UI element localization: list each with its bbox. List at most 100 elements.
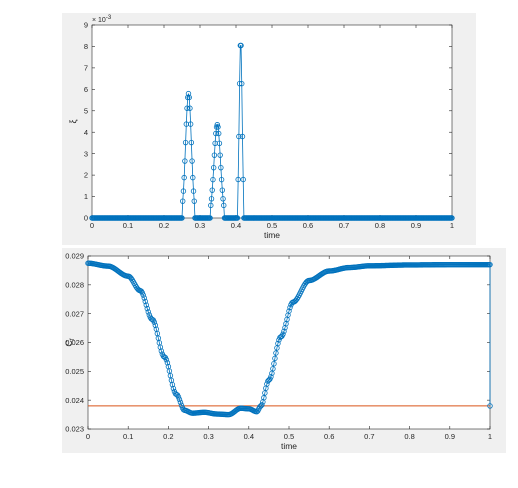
plot-area [91,24,453,219]
y-tick-label: 0.028 [65,280,84,289]
cf-data-point [151,319,158,325]
xi-data-point [210,176,216,183]
xi-data-point [187,105,193,111]
y-tick-label: 2 [84,171,88,180]
x-tick-label: 0 [90,221,94,230]
cf-data-point [176,396,183,403]
xi-figure: 0 0.1 0.2 0.3 0.4 0.5 0.6 0.7 0.8 0.9 1 0 1 2 3 4 5 6 7 8 9 t… [62,13,476,245]
x-tick-label: 0.1 [123,432,133,441]
y-tick-label: 3 [84,149,88,158]
x-tick-label: 0.4 [231,221,241,230]
xi-data-point [191,198,197,204]
cf-data-point [287,304,293,311]
cf-data-point [145,309,151,315]
xi-data-point [182,139,189,146]
xi-data-point [189,158,195,164]
cf-plot: 0 0.1 0.2 0.3 0.4 0.5 0.6 0.7 0.8 0.9 1 0.023 0.024 0… [64,252,493,451]
xi-data-point [186,94,192,101]
x-tick-label: 0.3 [203,432,213,441]
xi-data-point [190,174,196,181]
xi-data-point [239,133,246,140]
x-tick-label: 0.8 [375,221,385,230]
cf-data-point [272,355,278,362]
xi-data-point [179,215,185,221]
xi-data-point [209,187,215,193]
y-tick-label: 0.027 [65,309,84,318]
x-tick-label: 0.9 [445,432,455,441]
y-tick-label: 6 [84,85,88,94]
xi-data-point [181,174,187,181]
x-tick-label: 0.1 [123,221,133,230]
cf-data-point [152,322,159,328]
cf-data-point [487,261,493,268]
cf-end-point [487,403,493,409]
cf-data-point [281,328,287,335]
cf-data-point [144,305,150,312]
y-axis-label: Cf [64,338,76,347]
xi-data-point [234,215,241,221]
x-tick-label: 0.4 [244,432,254,441]
xi-data-point [221,202,227,209]
cf-data-point [170,385,177,392]
x-tick-label: 0.9 [411,221,421,230]
xi-data-point [180,198,186,204]
y-tick-label: 0.029 [65,252,84,261]
xi-data-point [217,152,223,158]
cf-data-point [286,308,292,314]
y-tick-label: 9 [84,21,88,30]
y-tick-label: 0.024 [65,396,84,405]
xi-data-point [185,94,191,101]
x-tick-label: 0.5 [267,221,277,230]
cf-data-point [270,366,276,372]
y-tick-label: 0 [84,214,88,223]
cf-data-point [178,402,185,408]
xi-data-point [188,139,195,146]
cf-data-point [275,340,281,347]
cf-data-point [280,331,286,337]
xi-data-point [238,42,244,49]
xi-plot: 0 0.1 0.2 0.3 0.4 0.5 0.6 0.7 0.8 0.9 1 0 1 2 3 4 5 6 7 8 9 t… [68,15,455,240]
cf-data-point [143,302,149,308]
cf-data-point [142,298,148,305]
y-tick-label: 5 [84,106,88,115]
x-tick-label: 0.8 [404,432,414,441]
cf-data-point [158,348,165,354]
xi-data-point [184,105,190,111]
cf-data-point [273,350,279,356]
xi-data-point [214,122,220,128]
x-tick-label: 1 [450,221,454,230]
xi-data-point [213,124,220,130]
y-axis-label: ξ [68,119,78,123]
xi-data-point [213,130,219,137]
xi-data-point [190,188,197,194]
y-axis-exponent: × 10-3 [92,15,112,24]
xi-data-point [208,202,214,209]
cf-data-point [163,356,170,363]
y-tick-label: 0.025 [65,367,84,376]
xi-data-point [208,196,215,202]
x-tick-label: 0.5 [284,432,294,441]
x-tick-label: 0.7 [364,432,374,441]
xi-data-point [216,130,222,137]
x-tick-label: 0.6 [324,432,334,441]
y-tick-label: 0.023 [65,425,84,434]
xi-data-point [235,176,241,183]
cf-data-point [157,344,164,350]
x-axis-label: time [264,230,280,240]
cf-data-point [141,295,147,301]
xi-data-point [219,187,226,193]
x-tick-label: 1 [488,432,492,441]
cf-figure: 0 0.1 0.2 0.3 0.4 0.5 0.6 0.7 0.8 0.9 1 0.023 0.024 0… [62,248,506,453]
xi-data-point [180,188,187,194]
x-axis-label: time [281,441,297,451]
xi-data-point [239,80,245,87]
cf-data-point [169,381,176,388]
x-tick-label: 0 [86,432,90,441]
x-tick-label: 0.7 [339,221,349,230]
xi-data-point [182,158,188,164]
cf-data-point [177,399,184,406]
xi-data-point [215,124,221,130]
y-tick-label: 8 [84,42,88,51]
y-tick-label: 1 [84,192,88,201]
xi-data-point [240,176,246,183]
